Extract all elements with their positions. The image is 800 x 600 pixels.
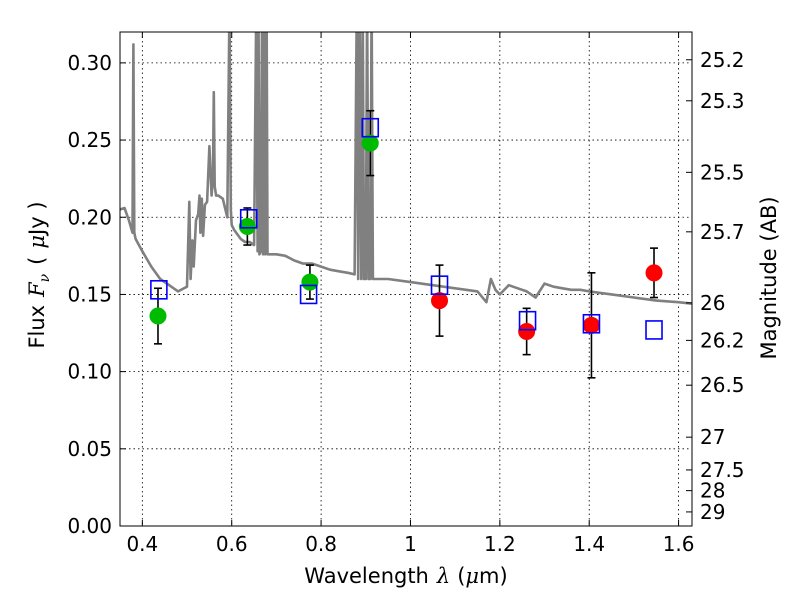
y-axis-title-text: Flux: [25, 305, 49, 349]
observed-flux-point: [238, 218, 256, 236]
y-axis-title-paren: (: [25, 257, 49, 265]
observed-flux-point: [361, 134, 379, 152]
x-tick-label: 1.4: [573, 532, 605, 556]
plot-frame: [119, 31, 693, 527]
y-axis-title-mu: μ: [25, 235, 49, 249]
model-sed-layer: [120, 32, 692, 305]
observed-flux-point: [645, 264, 663, 282]
y-tick-label: 0.00: [67, 514, 112, 538]
x-axis-title: Wavelength λ (μm): [304, 564, 507, 588]
mag-tick-label: 26.2: [700, 328, 745, 352]
x-axis-title-paren: (: [457, 564, 465, 588]
y-tick-label: 0.30: [67, 51, 112, 75]
observed-flux-point: [518, 322, 536, 340]
mag-tick-label: 25.5: [700, 160, 745, 184]
x-axis-title-mu: μ: [465, 564, 479, 588]
x-tick-label: 0.4: [126, 532, 158, 556]
y-tick-label: 0.05: [67, 437, 112, 461]
y-axis-title-subscript: ν: [37, 273, 53, 282]
y-tick-label: 0.20: [67, 205, 112, 229]
observed-flux-point: [582, 316, 600, 334]
mag-tick-label: 28: [700, 479, 725, 503]
y-axis-title: Flux Fν ( μJy ): [25, 201, 53, 348]
y-axis-title-unit: Jy ): [25, 201, 49, 237]
x-tick-label: 0.6: [216, 532, 248, 556]
mag-tick-label: 27.5: [700, 458, 745, 482]
x-tick-label: 0.8: [305, 532, 337, 556]
y-tick-label: 0.15: [67, 282, 112, 306]
ticks-layer: 0.4 0.6 0.8 1 1.2 1.4 1.6 0.00 0.05 0.10 0.15 0.20 0…: [67, 32, 745, 556]
y-tick-label: 0.25: [67, 128, 112, 152]
observed-flux-point: [149, 307, 167, 325]
x-tick-label: 1: [404, 532, 417, 556]
observed-flux-point: [431, 292, 449, 310]
mag-tick-label: 25.3: [700, 89, 745, 113]
x-axis-title-text: Wavelength: [304, 564, 429, 588]
x-tick-label: 1.2: [484, 532, 516, 556]
model-flux-square: [299, 284, 318, 305]
y2-axis-title: Magnitude (AB): [757, 196, 781, 359]
model-flux-square: [518, 310, 537, 331]
x-axis-title-unit: m): [479, 564, 508, 588]
x-tick-label: 1.6: [663, 532, 695, 556]
points-layer: [149, 109, 663, 379]
model-flux-square: [582, 313, 601, 334]
mag-tick-label: 29: [700, 500, 725, 524]
model-flux-square: [361, 117, 380, 138]
observed-flux-point: [301, 273, 319, 291]
mag-tick-label: 26: [700, 291, 725, 315]
mag-tick-label: 25.7: [700, 220, 745, 244]
model-flux-square: [645, 320, 663, 340]
mag-tick-label: 25.2: [700, 48, 745, 72]
model-flux-square: [239, 208, 258, 229]
model-flux-square: [150, 280, 168, 300]
y-tick-label: 0.10: [67, 360, 112, 384]
mag-tick-label: 27: [700, 425, 725, 449]
model-sed-line: [120, 32, 692, 305]
x-axis-title-symbol: λ: [436, 564, 450, 588]
y-axis-title-symbol: F: [25, 281, 49, 298]
mag-tick-label: 26.5: [700, 373, 745, 397]
model-flux-square: [430, 275, 449, 295]
